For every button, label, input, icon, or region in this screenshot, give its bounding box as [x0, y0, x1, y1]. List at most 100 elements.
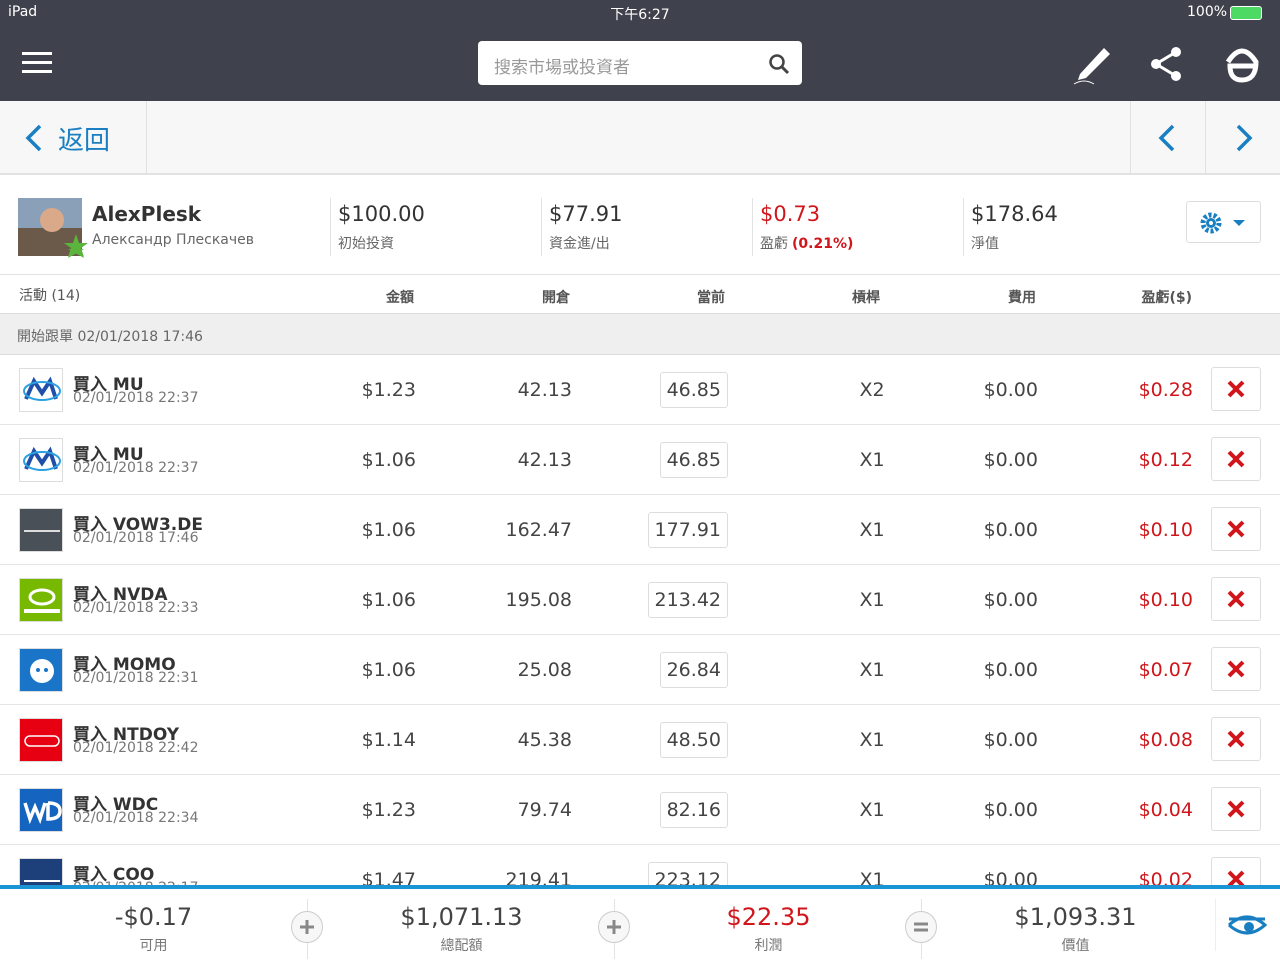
leverage: X2 — [859, 379, 885, 401]
current-rate[interactable]: 213.42 — [647, 582, 728, 618]
back-button[interactable]: 返回 — [0, 101, 147, 173]
close-button[interactable] — [1211, 577, 1261, 621]
trade-row: 買入 MOMO 02/01/2018 22:31 $1.06 25.08 26.84 X1… — [0, 635, 1280, 705]
close-button[interactable] — [1211, 717, 1261, 761]
open-rate: 42.13 — [517, 379, 572, 401]
trade-action: 買入 WDC — [73, 795, 159, 815]
close-button[interactable] — [1211, 647, 1261, 691]
footer-label: 可用 — [139, 938, 168, 954]
trade-date: 02/01/2018 22:31 — [73, 670, 199, 686]
menu-button[interactable] — [22, 50, 52, 76]
footer-value: $1,071.13 — [400, 903, 523, 931]
leverage: X1 — [859, 659, 885, 681]
leverage: X1 — [859, 729, 885, 751]
footer-value: $1,093.31 — [1014, 903, 1137, 931]
instrument-logo — [19, 368, 63, 412]
amount: $1.14 — [361, 729, 416, 751]
close-button[interactable] — [1211, 507, 1261, 551]
trade-row: 買入 MU 02/01/2018 22:37 $1.06 42.13 46.85 X1 $0… — [0, 425, 1280, 495]
instrument-logo — [19, 648, 63, 692]
stat: $77.91 資金進/出 — [541, 198, 751, 256]
close-icon — [1227, 380, 1245, 398]
next-button[interactable] — [1205, 101, 1280, 173]
trade-row: 買入 NVDA 02/01/2018 22:33 $1.06 195.08 213.42… — [0, 565, 1280, 635]
fee: $0.00 — [983, 729, 1038, 751]
current-rate[interactable]: 26.84 — [659, 652, 728, 688]
battery-label: 100% — [1187, 4, 1228, 20]
fee: $0.00 — [983, 519, 1038, 541]
trade-date: 02/01/2018 22:37 — [73, 460, 199, 476]
footer-label: 總配額 — [440, 938, 483, 954]
footer-item: $22.35 利潤 — [614, 899, 921, 959]
trade-action: 買入 MOMO — [73, 655, 176, 675]
close-button[interactable] — [1211, 787, 1261, 831]
edit-button[interactable] — [1070, 40, 1114, 86]
fee: $0.00 — [983, 659, 1038, 681]
instrument-logo — [19, 578, 63, 622]
instrument-logo — [19, 718, 63, 762]
settings-button[interactable] — [1186, 201, 1261, 243]
current-rate[interactable]: 46.85 — [659, 372, 728, 408]
watch-button[interactable] — [1215, 899, 1275, 951]
open-rate: 195.08 — [505, 589, 572, 611]
trade-row: 買入 NTDOY 02/01/2018 22:42 $1.14 45.38 48.50 X… — [0, 705, 1280, 775]
profile-bar: AlexPlesk Александр Плескачев — [0, 176, 1280, 275]
leverage: X1 — [859, 799, 885, 821]
operator-plus — [291, 911, 323, 943]
trade-date: 02/01/2018 22:37 — [73, 390, 199, 406]
leverage: X1 — [859, 449, 885, 471]
column-header: 活動 (14) 金額 開倉 當前 槓桿 費用 盈虧($) — [0, 275, 1280, 313]
prev-button[interactable] — [1130, 101, 1205, 173]
etoro-logo[interactable] — [1222, 42, 1262, 84]
operator-equals — [905, 911, 937, 943]
stat: $0.73 盈虧 (0.21%) — [752, 198, 962, 256]
stat: $178.64 淨值 — [963, 198, 1173, 256]
trade-row: 買入 VOW3.DE 02/01/2018 17:46 $1.06 162.47 177… — [0, 495, 1280, 565]
footer: -$0.17 可用 $1,071.13 總配額 $22.35 利潤 $1,093.31 價值 — [0, 885, 1280, 960]
current-rate[interactable]: 82.16 — [659, 792, 728, 828]
amount: $1.23 — [361, 379, 416, 401]
search-box[interactable]: 搜索市場或投資者 — [478, 41, 802, 85]
trade-action: 買入 NVDA — [73, 585, 168, 605]
footer-item: $1,093.31 價值 — [921, 899, 1228, 959]
instrument-logo — [19, 788, 63, 832]
search-placeholder: 搜索市場或投資者 — [494, 58, 630, 78]
close-button[interactable] — [1211, 367, 1261, 411]
username: AlexPlesk — [92, 202, 202, 226]
next-chevron — [1236, 124, 1253, 152]
current-rate[interactable]: 177.91 — [647, 512, 728, 548]
amount: $1.06 — [361, 449, 416, 471]
fee: $0.00 — [983, 379, 1038, 401]
open-rate: 79.74 — [517, 799, 572, 821]
gear-icon — [1200, 212, 1245, 234]
footer-label: 利潤 — [754, 938, 783, 954]
close-icon — [1227, 800, 1245, 818]
footer-value: -$0.17 — [114, 903, 193, 931]
trade-action: 買入 NTDOY — [73, 725, 180, 745]
real-name: Александр Плескачев — [92, 232, 254, 248]
close-icon — [1227, 730, 1245, 748]
column-label: 金額 — [386, 290, 414, 306]
device-label: iPad — [8, 4, 38, 20]
stat-value: $0.73 — [760, 202, 821, 226]
stat-label: 資金進/出 — [549, 236, 610, 252]
trade-action: 買入 COO — [73, 865, 155, 885]
current-rate[interactable]: 46.85 — [659, 442, 728, 478]
current-rate[interactable]: 48.50 — [659, 722, 728, 758]
stat-value: $77.91 — [549, 202, 623, 226]
trade-action: 買入 VOW3.DE — [73, 515, 203, 535]
nav-bar: 返回 — [0, 101, 1280, 175]
close-button[interactable] — [1211, 437, 1261, 481]
avatar — [18, 198, 88, 262]
share-button[interactable] — [1150, 46, 1184, 82]
amount: $1.23 — [361, 799, 416, 821]
back-label: 返回 — [58, 126, 111, 156]
instrument-logo — [19, 508, 63, 552]
fee: $0.00 — [983, 589, 1038, 611]
trade-action: 買入 MU — [73, 375, 144, 395]
search-icon — [769, 54, 790, 75]
profit-loss: $0.08 — [1138, 729, 1193, 751]
trade-date: 02/01/2018 22:34 — [73, 810, 199, 826]
top-bar: iPad 下午6:27 100% 搜索市場或投資者 — [0, 0, 1280, 101]
